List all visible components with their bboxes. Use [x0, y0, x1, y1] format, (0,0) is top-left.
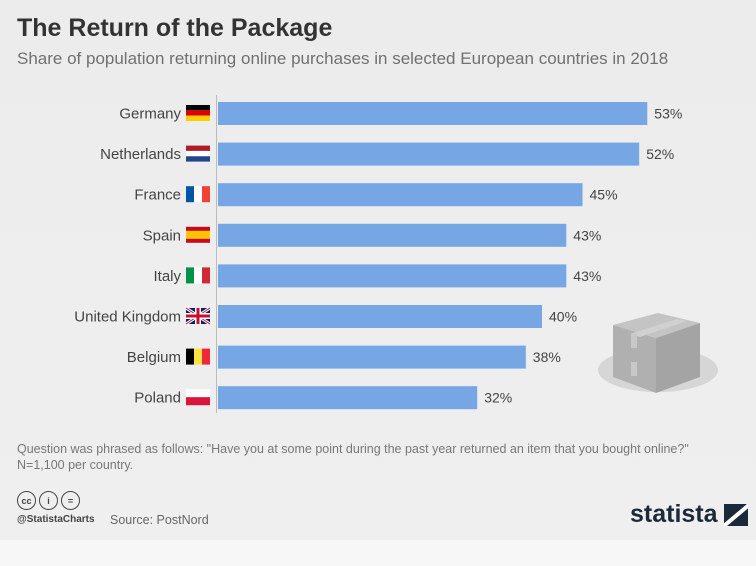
category-label: Italy [153, 268, 181, 285]
attribution-icon: i [39, 491, 58, 510]
flag-france-icon [186, 186, 210, 203]
chart-title: The Return of the Package [17, 14, 333, 42]
cc-icon: cc [17, 491, 36, 510]
bar-spain [218, 223, 567, 247]
flag-united-kingdom-icon [185, 306, 211, 326]
bar-united-kingdom [218, 305, 542, 328]
twitter-handle[interactable]: @StatistaCharts [17, 514, 95, 525]
flag-italy-icon [186, 267, 210, 284]
category-label: Germany [119, 106, 181, 123]
bar-france [218, 183, 583, 207]
data-label: 32% [484, 390, 512, 406]
bar-germany [218, 102, 648, 125]
flag-germany-icon [186, 105, 210, 121]
logo-text: statista [630, 500, 718, 528]
data-label: 45% [590, 187, 618, 203]
license-icons[interactable]: cc i = [17, 491, 80, 510]
category-label: United Kingdom [74, 309, 181, 326]
category-label: Belgium [127, 349, 181, 366]
flag-spain-icon [186, 226, 210, 243]
data-label: 40% [549, 309, 577, 325]
data-label: 53% [654, 106, 682, 122]
category-label: France [134, 187, 181, 204]
data-label: 38% [533, 349, 561, 365]
bar-chart: 53% Germany 52% Netherlands 45% France 43% Spai… [74, 95, 718, 413]
bar-netherlands [218, 142, 640, 166]
data-label: 52% [646, 146, 674, 162]
statista-logo[interactable]: statista [630, 500, 748, 529]
no-derivatives-icon: = [61, 491, 80, 510]
logo-mark-icon [723, 503, 748, 526]
sample-size: N=1,100 per country. [17, 458, 134, 472]
data-label: 43% [573, 227, 601, 243]
flag-poland-icon [186, 389, 210, 406]
category-label: Poland [134, 390, 181, 407]
category-label: Spain [143, 227, 181, 244]
category-label: Netherlands [100, 146, 181, 163]
source: Source: PostNord [110, 513, 209, 527]
bar-italy [218, 264, 567, 288]
footnote: Question was phrased as follows: "Have y… [17, 441, 689, 473]
data-label: 43% [573, 268, 601, 284]
package-icon [598, 313, 718, 393]
question-note: Question was phrased as follows: "Have y… [17, 442, 689, 456]
flag-netherlands-icon [186, 145, 210, 162]
bar-poland [218, 386, 478, 410]
flag-belgium-icon [186, 348, 210, 365]
chart-subtitle: Share of population returning online pur… [17, 49, 669, 68]
bar-belgium [218, 345, 526, 369]
bottom-strip [0, 540, 756, 566]
